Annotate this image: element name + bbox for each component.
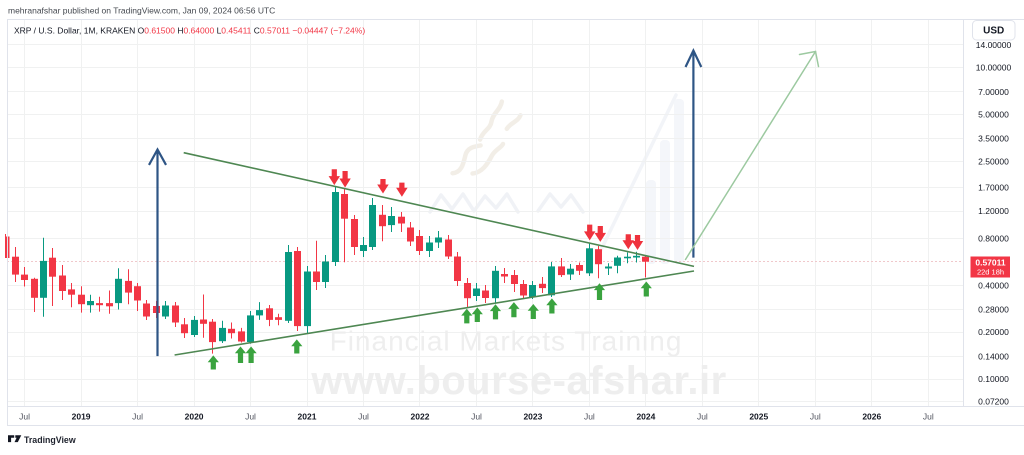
svg-text:0.10000: 0.10000 — [978, 374, 1009, 384]
svg-text:0.20000: 0.20000 — [978, 327, 1009, 337]
svg-text:TradingView: TradingView — [24, 435, 76, 445]
svg-text:Jul: Jul — [245, 412, 256, 422]
svg-text:2023: 2023 — [523, 412, 542, 422]
svg-text:0.80000: 0.80000 — [978, 234, 1009, 244]
svg-text:2019: 2019 — [72, 412, 91, 422]
svg-text:2.50000: 2.50000 — [978, 156, 1009, 166]
svg-text:www.bourse-afshar.ir: www.bourse-afshar.ir — [310, 359, 726, 403]
svg-text:Jul: Jul — [358, 412, 369, 422]
svg-text:5.00000: 5.00000 — [978, 110, 1009, 120]
svg-text:14.00000: 14.00000 — [976, 40, 1012, 50]
svg-text:1.20000: 1.20000 — [978, 206, 1009, 216]
svg-text:1.70000: 1.70000 — [978, 183, 1009, 193]
svg-text:22d 18h: 22d 18h — [977, 268, 1004, 277]
svg-text:Jul: Jul — [584, 412, 595, 422]
svg-text:10.00000: 10.00000 — [976, 63, 1012, 73]
svg-text:2024: 2024 — [636, 412, 655, 422]
svg-text:Jul: Jul — [810, 412, 821, 422]
svg-text:USD: USD — [983, 26, 1004, 37]
svg-text:Jul: Jul — [697, 412, 708, 422]
svg-text:2020: 2020 — [185, 412, 204, 422]
svg-text:0.57011: 0.57011 — [975, 258, 1006, 268]
svg-text:Jul: Jul — [923, 412, 934, 422]
svg-text:mehranafshar published on Trad: mehranafshar published on TradingView.co… — [8, 6, 275, 16]
svg-text:2025: 2025 — [749, 412, 768, 422]
svg-text:XRP / U.S. Dollar, 1M, KRAKEN: XRP / U.S. Dollar, 1M, KRAKEN O0.61500 H… — [14, 26, 365, 36]
svg-text:Jul: Jul — [19, 412, 30, 422]
svg-text:2021: 2021 — [298, 412, 317, 422]
svg-text:2026: 2026 — [862, 412, 881, 422]
svg-text:7.00000: 7.00000 — [978, 87, 1009, 97]
svg-text:3.50000: 3.50000 — [978, 134, 1009, 144]
svg-text:Financial Markets Training: Financial Markets Training — [330, 326, 683, 357]
svg-text:Jul: Jul — [471, 412, 482, 422]
svg-text:Jul: Jul — [132, 412, 143, 422]
svg-text:0.28000: 0.28000 — [978, 305, 1009, 315]
svg-text:0.40000: 0.40000 — [978, 280, 1009, 290]
svg-text:0.07200: 0.07200 — [978, 396, 1009, 406]
svg-text:0.14000: 0.14000 — [978, 351, 1009, 361]
svg-text:2022: 2022 — [411, 412, 430, 422]
